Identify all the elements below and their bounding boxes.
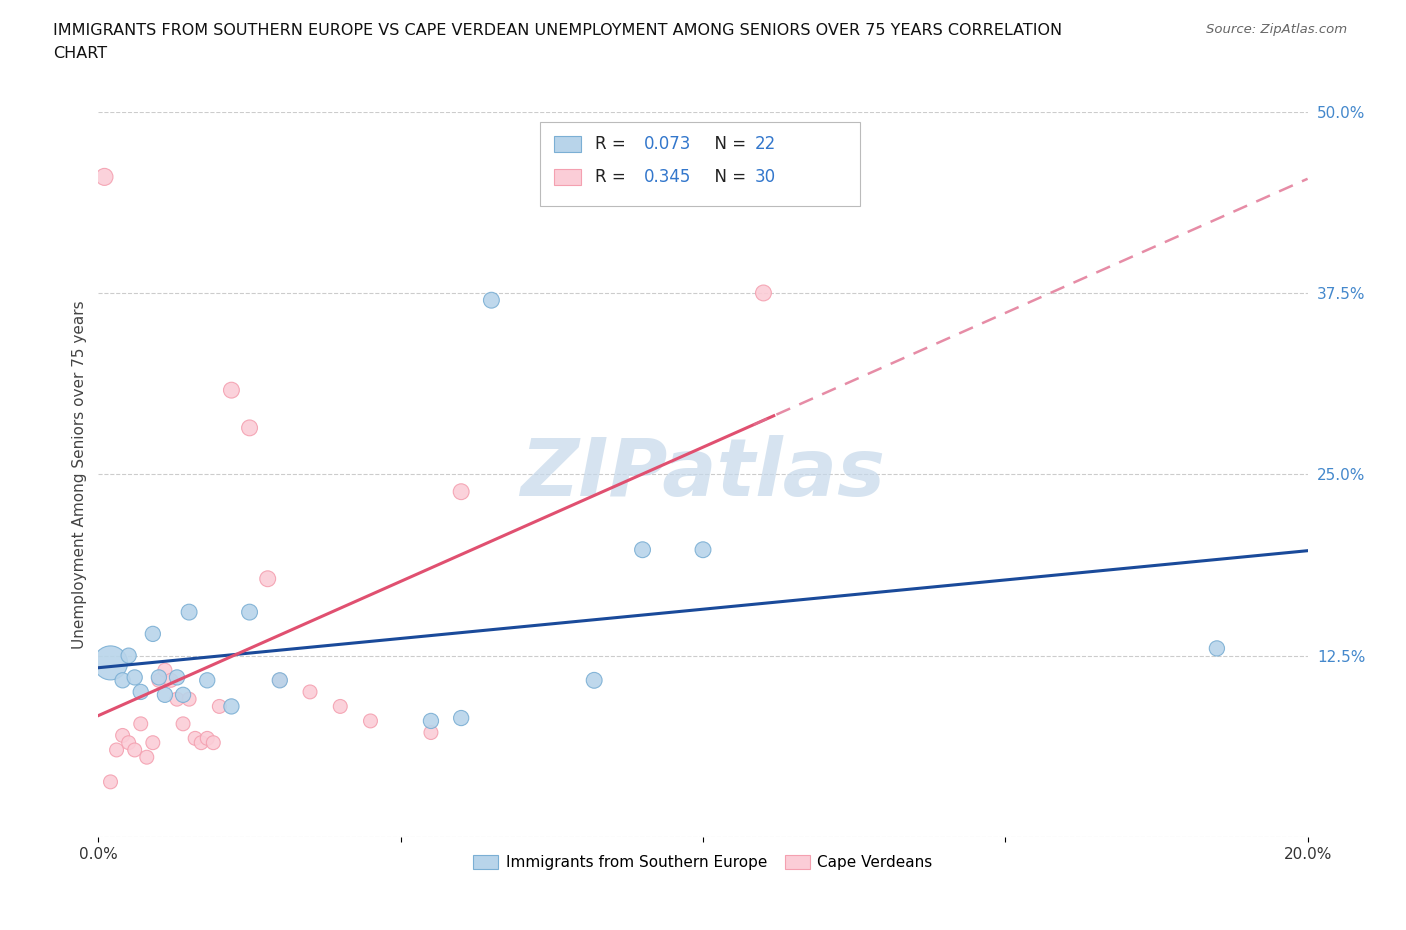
Point — [153, 687, 176, 702]
Text: N =: N = — [704, 135, 752, 153]
Point — [172, 687, 194, 702]
Point — [299, 684, 322, 699]
Point — [239, 604, 262, 619]
Point — [329, 699, 352, 714]
Point — [142, 627, 165, 642]
FancyBboxPatch shape — [540, 123, 860, 206]
Point — [752, 286, 775, 300]
Point — [148, 673, 170, 688]
Point — [111, 673, 134, 688]
Point — [202, 736, 225, 751]
Point — [420, 713, 443, 728]
Text: N =: N = — [704, 168, 752, 186]
Point — [135, 750, 157, 764]
Point — [148, 670, 170, 684]
Text: 30: 30 — [755, 168, 776, 186]
Text: Source: ZipAtlas.com: Source: ZipAtlas.com — [1206, 23, 1347, 36]
Point — [269, 673, 291, 688]
Point — [129, 716, 152, 731]
Point — [195, 673, 218, 688]
Text: IMMIGRANTS FROM SOUTHERN EUROPE VS CAPE VERDEAN UNEMPLOYMENT AMONG SENIORS OVER : IMMIGRANTS FROM SOUTHERN EUROPE VS CAPE … — [53, 23, 1063, 38]
Point — [153, 663, 176, 678]
Text: 0.345: 0.345 — [644, 168, 692, 186]
Point — [100, 775, 122, 790]
Text: ZIPatlas: ZIPatlas — [520, 435, 886, 513]
Point — [221, 699, 243, 714]
Point — [221, 383, 243, 398]
Point — [105, 742, 128, 757]
Text: R =: R = — [595, 168, 631, 186]
Point — [166, 670, 188, 684]
Point — [124, 670, 146, 684]
Text: 0.073: 0.073 — [644, 135, 692, 153]
Point — [583, 673, 606, 688]
Point — [190, 736, 212, 751]
Point — [100, 656, 122, 671]
FancyBboxPatch shape — [554, 137, 581, 153]
Point — [93, 169, 115, 184]
Point — [172, 716, 194, 731]
Point — [179, 604, 201, 619]
Point — [111, 728, 134, 743]
Point — [166, 692, 188, 707]
Point — [269, 673, 291, 688]
FancyBboxPatch shape — [554, 169, 581, 185]
Point — [118, 736, 141, 751]
Point — [208, 699, 231, 714]
Text: CHART: CHART — [53, 46, 107, 61]
Point — [1206, 641, 1229, 656]
Point — [450, 711, 472, 725]
Text: R =: R = — [595, 135, 631, 153]
Y-axis label: Unemployment Among Seniors over 75 years: Unemployment Among Seniors over 75 years — [72, 300, 87, 648]
Legend: Immigrants from Southern Europe, Cape Verdeans: Immigrants from Southern Europe, Cape Ve… — [467, 849, 939, 876]
Point — [184, 731, 207, 746]
Point — [631, 542, 654, 557]
Point — [160, 673, 183, 688]
Point — [129, 684, 152, 699]
Point — [450, 485, 472, 499]
Point — [420, 725, 443, 740]
Point — [195, 731, 218, 746]
Point — [118, 648, 141, 663]
Text: 22: 22 — [755, 135, 776, 153]
Point — [360, 713, 382, 728]
Point — [692, 542, 714, 557]
Point — [256, 571, 278, 586]
Point — [239, 420, 262, 435]
Point — [142, 736, 165, 751]
Point — [124, 742, 146, 757]
Point — [481, 293, 503, 308]
Point — [179, 692, 201, 707]
